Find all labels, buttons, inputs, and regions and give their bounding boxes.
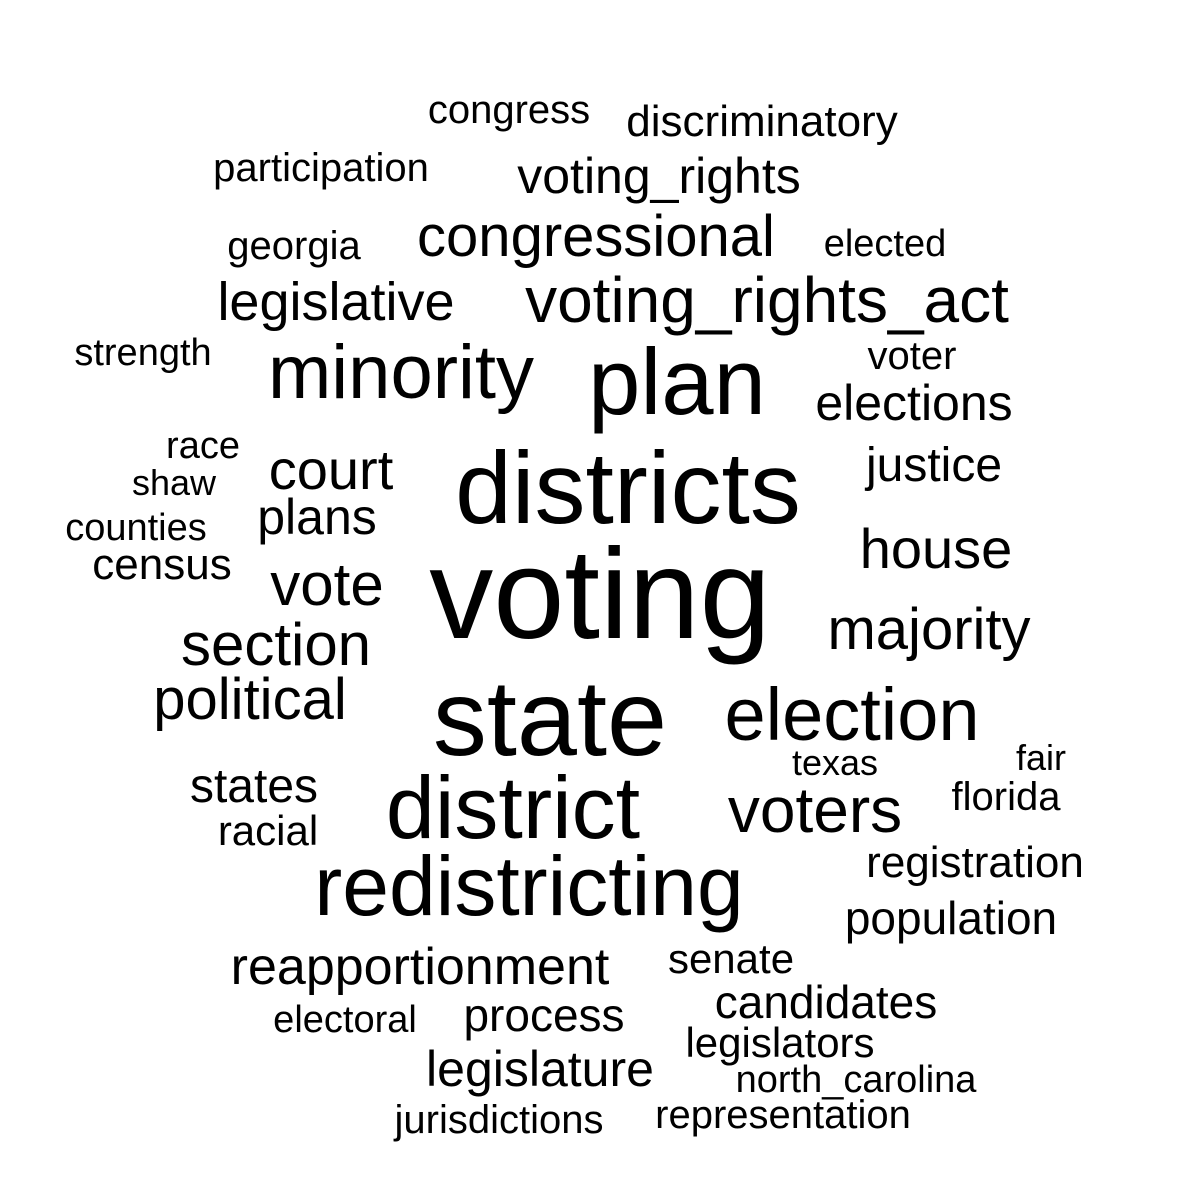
word: house [859,517,1013,580]
word: georgia [227,224,361,268]
word: census [92,540,232,589]
word: election [724,673,980,756]
word: strength [74,332,212,374]
word: political [153,667,347,732]
word: electoral [273,999,417,1041]
word: congressional [417,204,775,269]
word: north_carolina [735,1059,977,1101]
word: population [844,892,1058,944]
word: legislative [217,272,455,332]
word: discriminatory [626,97,898,146]
word: participation [213,146,429,190]
word: court [268,438,394,501]
word: vote [270,551,384,618]
word: voting_rights_act [525,264,1009,336]
word: elections [815,375,1013,431]
word: redistricting [314,839,744,933]
word: florida [951,775,1061,819]
word: legislators [685,1019,875,1066]
word: justice [865,439,1003,492]
word: section [180,611,372,678]
word: senate [667,935,795,982]
word: plans [257,489,377,545]
word: reapportionment [230,938,610,996]
word: voting_rights [517,148,801,204]
word: representation [655,1093,911,1137]
word: state [432,657,668,778]
word: district [385,758,641,857]
word: majority [827,597,1031,662]
word: process [463,989,625,1041]
word: elected [823,223,947,265]
word: registration [866,838,1084,887]
word: texas [791,742,879,783]
word: voter [867,334,957,378]
word: states [189,760,319,813]
word: race [166,425,240,467]
word: voters [727,774,903,846]
word: shaw [131,462,217,503]
word: plan [588,329,766,434]
word: fair [1015,737,1067,778]
word: congress [427,88,591,132]
word: districts [455,431,801,545]
word: voting [429,523,771,666]
word: candidates [714,976,938,1028]
word: minority [267,330,535,415]
word: legislature [426,1041,654,1097]
word: racial [217,807,319,854]
word: jurisdictions [394,1098,604,1142]
word: counties [65,507,207,549]
